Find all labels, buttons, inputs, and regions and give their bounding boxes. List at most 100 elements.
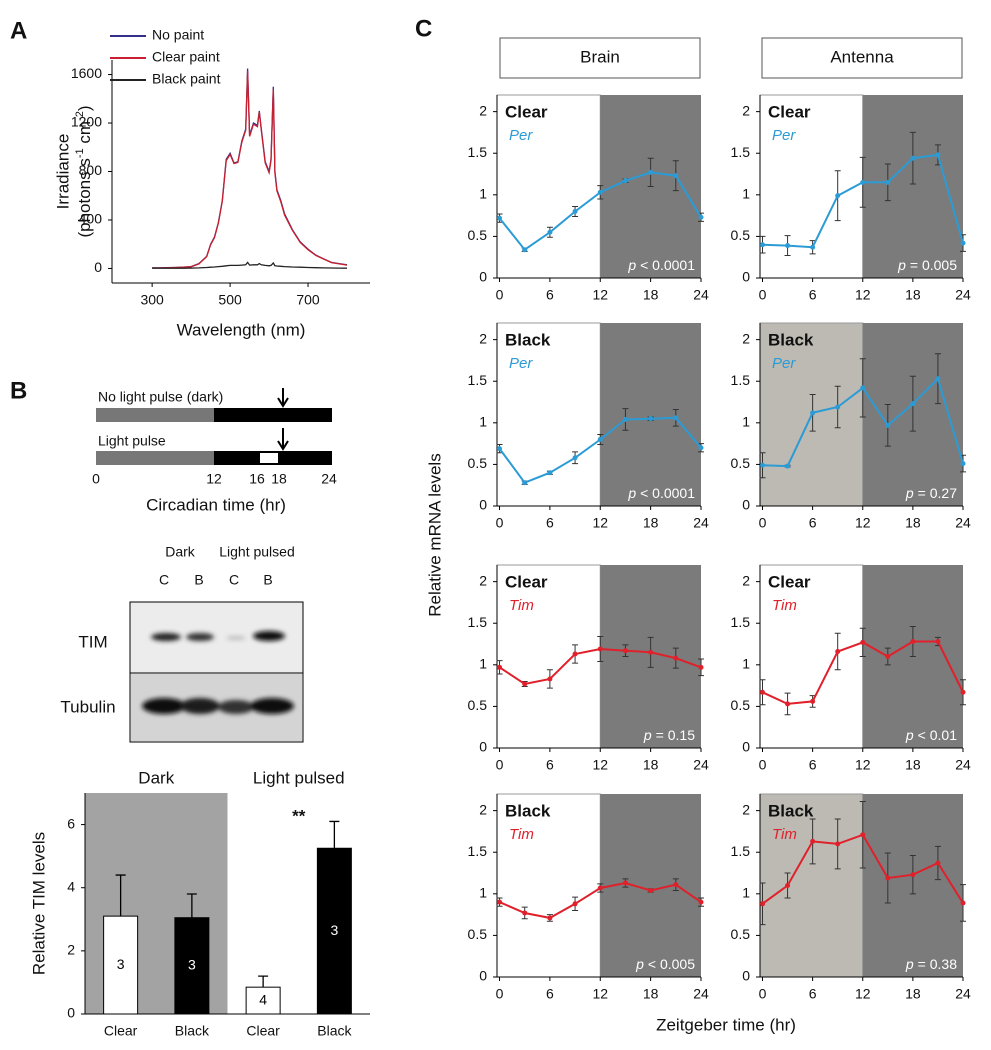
point [572, 901, 578, 907]
chart: 0 0.5 1 1.5 2 0 6 12 18 24 Clear Tim p < 0.01 [731, 564, 971, 773]
y-axis-units: (photons s-1 cm-2) [74, 105, 95, 237]
band [186, 633, 214, 641]
x-tick-label: Black [175, 1023, 210, 1039]
y-tick-label: 1 [479, 885, 487, 901]
point [960, 240, 966, 246]
units-part: (photons s [75, 158, 94, 237]
y-tick-label: 0.5 [731, 926, 751, 942]
gene-label: Tim [509, 826, 534, 843]
point [760, 242, 766, 248]
point [860, 832, 866, 838]
p-value: p = 0.27 [905, 485, 957, 501]
p-symbol: p [627, 485, 636, 501]
x-tick-label: 18 [905, 515, 921, 531]
y-tick-label: 0 [742, 968, 750, 984]
y-axis-label: Relative mRNA levels [425, 453, 444, 616]
gene-label: Per [772, 127, 796, 144]
timeline-row-label: Light pulse [98, 433, 166, 449]
y-tick-label: 1 [742, 656, 750, 672]
y-tick-label: 0.5 [468, 697, 488, 713]
x-tick-label: 12 [592, 986, 608, 1002]
y-axis-label: Irradiance [53, 134, 72, 210]
significance: ** [292, 806, 306, 825]
y-tick-label: 2 [742, 801, 750, 817]
point [785, 243, 791, 249]
panel-letter: C [415, 15, 432, 42]
y-tick-label: 1 [742, 414, 750, 430]
chart: 0 0.5 1 1.5 2 0 6 12 18 24 Clear Tim p = 0.15 [468, 564, 709, 773]
timeline: No light pulse (dark) Light pulse 0 12 1… [92, 388, 337, 514]
point [497, 899, 503, 905]
point [960, 900, 966, 906]
x-tick-label: 6 [809, 986, 817, 1002]
x-tick-label: 0 [759, 287, 767, 303]
y-tick-label: 2 [479, 801, 487, 817]
p-value: p < 0.0001 [627, 485, 695, 501]
blot-lane: B [263, 572, 272, 588]
blot-lane: C [229, 572, 239, 588]
units-part: ) [75, 105, 94, 111]
x-tick-label: 12 [855, 287, 871, 303]
subjective-day [96, 408, 214, 422]
panel-letter: A [10, 17, 27, 44]
y-tick-label: 1.5 [468, 144, 488, 160]
condition-label: Clear [505, 102, 548, 121]
point [860, 179, 866, 185]
light-phase [759, 564, 864, 749]
point [910, 639, 916, 645]
legend-label: No paint [152, 27, 204, 43]
x-tick-label: 24 [693, 287, 709, 303]
y-tick-label: 2 [479, 102, 487, 118]
p-symbol: p [905, 727, 914, 743]
point [698, 664, 704, 670]
point [760, 901, 766, 907]
y-tick-label: 1.5 [731, 372, 751, 388]
condition-label: Clear [505, 572, 548, 591]
subjective-night [214, 408, 332, 422]
n-label: 3 [330, 922, 338, 938]
p-text: = 0.27 [918, 485, 958, 501]
light-phase [496, 564, 601, 749]
point [885, 422, 891, 428]
y-tick-label: 0.5 [731, 455, 751, 471]
x-tick-label: Clear [246, 1023, 280, 1039]
x-tick-label: Clear [104, 1023, 138, 1039]
x-tick-label: 18 [905, 757, 921, 773]
legend-label: Black paint [152, 71, 221, 87]
y-tick-label: 800 [79, 162, 103, 178]
y-tick-label: 2 [742, 102, 750, 118]
chart: 0 0.5 1 1.5 2 0 6 12 18 24 Black Tim p = 0.38 [731, 793, 971, 1002]
y-tick-label: 1 [479, 414, 487, 430]
point [597, 189, 603, 195]
x-tick-label: 6 [809, 757, 817, 773]
y-tick-label: 0.5 [468, 227, 488, 243]
band [151, 633, 181, 641]
point [547, 229, 553, 235]
x-axis-label: Zeitgeber time (hr) [656, 1015, 796, 1034]
condition-label: Black [768, 801, 814, 820]
chart: 0 0.5 1 1.5 2 0 6 12 18 24 Black Tim p < 0.005 [468, 793, 709, 1002]
point [622, 880, 628, 886]
y-tick-label: 4 [67, 878, 75, 894]
column-header-box [499, 37, 701, 79]
light-pulse [260, 453, 278, 463]
blot-group: Light pulsed [219, 544, 295, 560]
point [785, 701, 791, 707]
dark-phase [862, 95, 963, 278]
y-tick-label: 0 [742, 497, 750, 513]
y-tick-label: 1200 [71, 114, 102, 130]
p-symbol: p [635, 956, 644, 972]
light-phase [496, 793, 601, 978]
p-value: p = 0.38 [905, 956, 957, 972]
x-tick-label: 12 [855, 515, 871, 531]
condition-label: Black [768, 330, 814, 349]
y-tick-label: 0 [479, 269, 487, 285]
error-bar [186, 893, 197, 918]
blot-row: Tubulin [60, 697, 115, 716]
arrow [277, 388, 289, 408]
point [673, 882, 679, 888]
x-tick-label: 6 [546, 287, 554, 303]
error-bar [329, 820, 340, 849]
point [810, 838, 816, 844]
condition-label: Clear [768, 572, 811, 591]
